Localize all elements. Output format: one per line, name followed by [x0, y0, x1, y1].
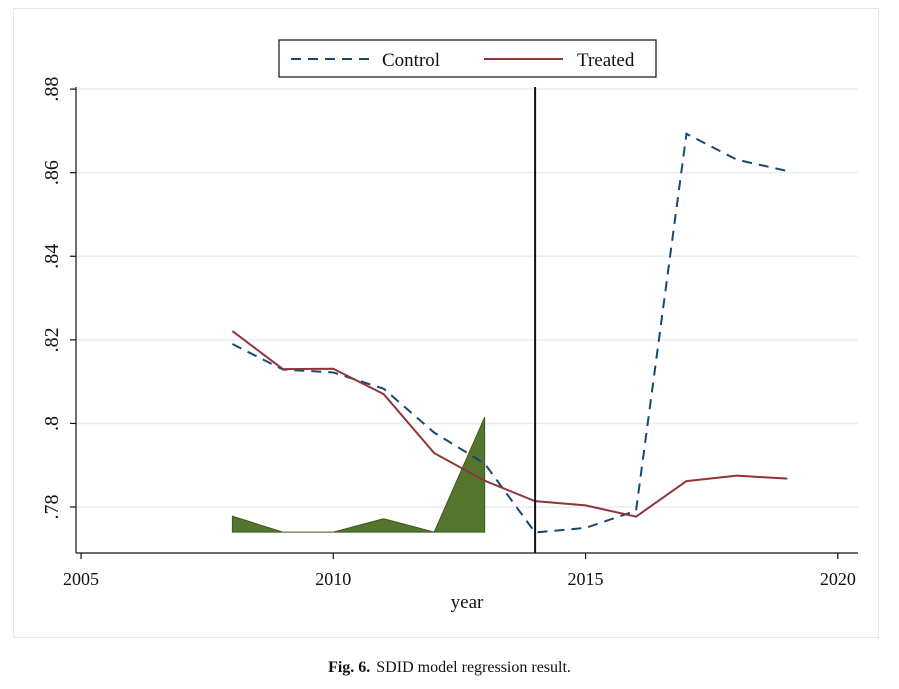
y-tick-label-2: .82: [41, 327, 63, 352]
caption-label: Fig. 6.: [328, 659, 371, 676]
x-tick-label-2: 2015: [568, 569, 604, 589]
weights-area: [231, 416, 486, 533]
figure-frame: [13, 8, 879, 638]
figure-caption: Fig. 6. SDID model regression result.: [0, 659, 899, 677]
series-line-control: [231, 132, 788, 534]
y-tick-label-1: .8: [41, 416, 63, 431]
caption-text: SDID model regression result.: [376, 659, 571, 676]
legend: Control Treated: [278, 39, 657, 78]
gridlines: [76, 88, 858, 508]
x-tick-label-1: 2010: [315, 569, 351, 589]
legend-label-treated: Treated: [577, 50, 635, 71]
legend-label-control: Control: [382, 50, 440, 71]
tick-labels: .78 .8 .82 .84 .86 .88 2005 2010 2015 2020: [41, 77, 856, 589]
series-layer: [231, 132, 788, 534]
series-line-treated: [231, 330, 788, 518]
x-tick-label-3: 2020: [820, 569, 856, 589]
y-tick-label-4: .86: [41, 160, 63, 185]
legend-box: [278, 39, 657, 78]
weights-area-layer: [231, 416, 486, 533]
x-tick-label-0: 2005: [63, 569, 99, 589]
y-tick-label-3: .84: [41, 244, 63, 269]
x-axis-title: year: [451, 592, 484, 613]
y-tick-label-5: .88: [41, 77, 63, 102]
y-tick-label-0: .78: [41, 495, 63, 520]
axes: [70, 87, 858, 559]
